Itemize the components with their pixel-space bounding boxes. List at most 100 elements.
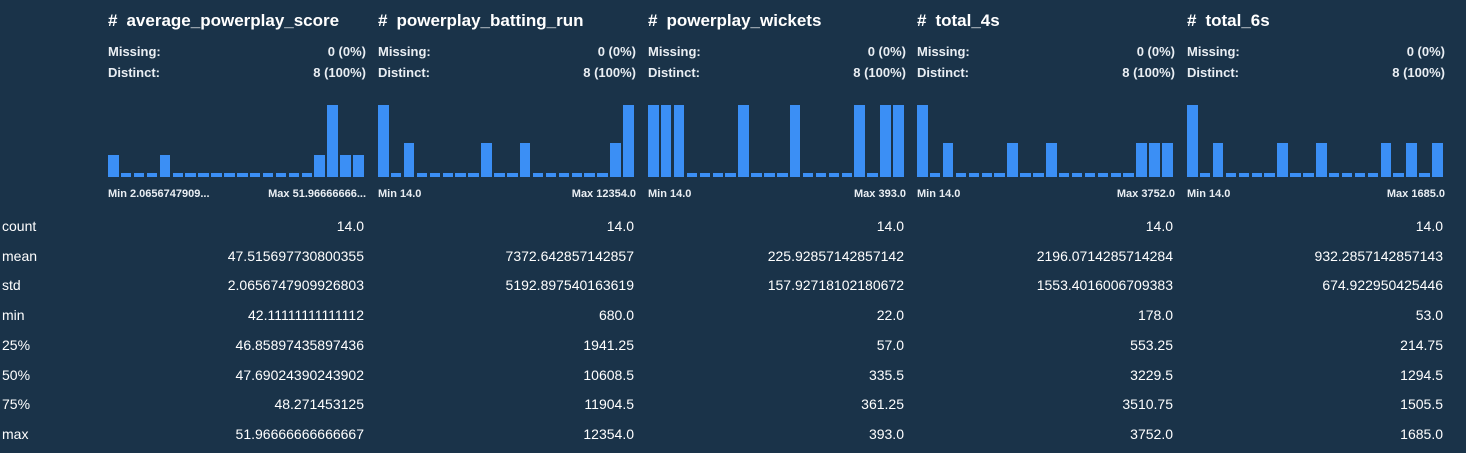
histogram-bar <box>532 173 544 177</box>
histogram-bar <box>494 173 505 177</box>
stat-label-25%: 25% <box>2 337 31 353</box>
histogram-bar <box>301 173 313 177</box>
stat-cell: 14.0 <box>876 218 904 234</box>
column-title[interactable]: # total_4s <box>917 11 1000 31</box>
max-value: Max 12354.0 <box>571 188 636 200</box>
histogram-bar <box>648 105 659 177</box>
stat-cell: 12354.0 <box>583 426 634 442</box>
histogram-bar <box>288 173 300 177</box>
column-name: total_6s <box>1205 11 1270 30</box>
stat-cell: 225.92857142857142 <box>767 248 904 264</box>
column-title[interactable]: # total_6s <box>1187 11 1270 31</box>
histogram-bar <box>353 155 364 177</box>
min-max-range: Min 14.0 Max 1685.0 <box>1187 188 1445 202</box>
distinct-label: Distinct: <box>917 65 969 80</box>
stat-cell: 1553.4016006709383 <box>1036 277 1173 293</box>
histogram-bar <box>867 173 878 177</box>
stat-cell: 3752.0 <box>1130 426 1173 442</box>
histogram-bar <box>442 173 454 177</box>
histogram-bar <box>249 173 261 177</box>
histogram-bar <box>1341 173 1353 177</box>
stat-cell: 22.0 <box>876 307 904 323</box>
missing-label: Missing: <box>1187 44 1240 59</box>
histogram-bar <box>327 105 338 177</box>
histogram-bar <box>815 173 827 177</box>
min-max-range: Min 14.0 Max 393.0 <box>648 188 906 202</box>
histogram-bar <box>1033 173 1044 177</box>
missing-row: Missing: 0 (0%) <box>378 44 636 62</box>
histogram-bar <box>854 105 865 177</box>
stat-label-min: min <box>2 307 25 323</box>
missing-label: Missing: <box>378 44 431 59</box>
column-title[interactable]: # powerplay_batting_run <box>378 11 584 31</box>
histogram-bar <box>968 173 980 177</box>
histogram-bar <box>1058 173 1070 177</box>
column-name: average_powerplay_score <box>126 11 340 30</box>
stat-cell: 674.922950425446 <box>1322 277 1443 293</box>
missing-label: Missing: <box>917 44 970 59</box>
missing-label: Missing: <box>108 44 161 59</box>
stat-cell: 14.0 <box>1415 218 1443 234</box>
histogram-bar <box>108 155 119 177</box>
histogram-bar <box>378 105 389 177</box>
missing-value: 0 (0%) <box>1406 44 1445 59</box>
histogram-bar <box>507 173 518 177</box>
histogram-bar <box>802 173 814 177</box>
missing-value: 0 (0%) <box>1136 44 1175 59</box>
histogram-bar <box>1238 173 1250 177</box>
missing-label: Missing: <box>648 44 701 59</box>
histogram-bar <box>1162 143 1173 177</box>
histogram-bar <box>942 143 954 177</box>
histogram-bar <box>519 143 531 177</box>
histogram-bar <box>1367 173 1379 177</box>
column-title[interactable]: # powerplay_wickets <box>648 11 821 31</box>
histogram <box>648 105 906 177</box>
stat-cell: 14.0 <box>606 218 634 234</box>
stat-cell: 48.271453125 <box>274 396 364 412</box>
distinct-value: 8 (100%) <box>1122 65 1175 80</box>
histogram-bar <box>1123 173 1134 177</box>
stat-cell: 3229.5 <box>1130 367 1173 383</box>
histogram-bar <box>211 173 222 177</box>
missing-row: Missing: 0 (0%) <box>1187 44 1445 62</box>
histogram-bar <box>571 173 583 177</box>
stat-cell: 2196.0714285714284 <box>1036 248 1173 264</box>
stat-cell: 42.11111111111112 <box>248 307 364 323</box>
distinct-row: Distinct: 8 (100%) <box>917 65 1175 83</box>
histogram-bar <box>1406 143 1417 177</box>
histogram-bar <box>789 105 801 177</box>
histogram-bar <box>198 173 209 177</box>
histogram-bar <box>185 173 196 177</box>
histogram-bar <box>725 173 736 177</box>
min-value: Min 14.0 <box>378 188 422 200</box>
histogram-bar <box>828 173 840 177</box>
histogram-bar <box>686 173 698 177</box>
min-max-range: Min 14.0 Max 12354.0 <box>378 188 636 202</box>
histogram-bar <box>1136 143 1147 177</box>
histogram-bar <box>584 173 595 177</box>
stat-cell: 1294.5 <box>1400 367 1443 383</box>
stat-cell: 1685.0 <box>1400 426 1443 442</box>
stat-cell: 157.92718102180672 <box>767 277 904 293</box>
histogram-bar <box>1251 173 1263 177</box>
min-value: Min 14.0 <box>1187 188 1231 200</box>
histogram-bar <box>1071 173 1083 177</box>
stat-cell: 46.85897435897436 <box>235 337 364 353</box>
stat-cell: 53.0 <box>1415 307 1443 323</box>
histogram-bar <box>558 173 570 177</box>
stat-cell: 361.25 <box>861 396 904 412</box>
histogram-bar <box>172 173 184 177</box>
stat-label-75%: 75% <box>2 396 31 412</box>
histogram-bar <box>314 155 325 177</box>
min-value: Min 14.0 <box>917 188 961 200</box>
histogram-bar <box>917 105 928 177</box>
histogram-bar <box>1020 173 1031 177</box>
column-title[interactable]: # average_powerplay_score <box>108 11 339 31</box>
hash-icon: # <box>378 11 388 30</box>
histogram-bar <box>146 173 158 177</box>
stat-cell: 3510.75 <box>1122 396 1173 412</box>
histogram-bar <box>841 173 853 177</box>
distinct-row: Distinct: 8 (100%) <box>108 65 366 83</box>
histogram-bar <box>1149 143 1160 177</box>
